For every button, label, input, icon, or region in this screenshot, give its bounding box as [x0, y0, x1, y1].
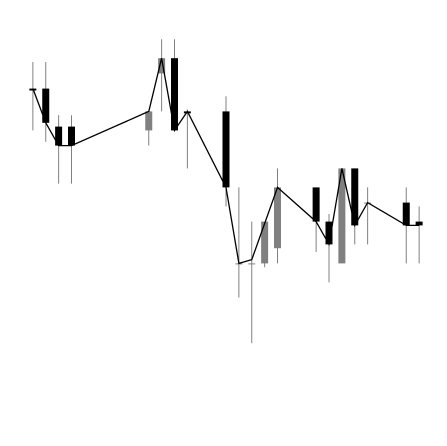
candle-body-4 [145, 111, 153, 131]
candle-body-3 [68, 126, 75, 146]
candle-body-1 [42, 88, 50, 123]
candle-body-16 [351, 168, 359, 226]
trend-line [32, 58, 420, 265]
candle-body-8 [222, 111, 230, 188]
candle-body-6 [171, 58, 178, 131]
candle-body-19 [415, 221, 423, 226]
candle-body-14 [325, 221, 333, 245]
candle-body-12 [274, 187, 281, 249]
candle-body-2 [55, 126, 63, 146]
candle-body-11 [261, 221, 269, 264]
candle-body-5 [158, 58, 166, 74]
candle-body-13 [312, 187, 320, 222]
trend-line-layer [32, 58, 420, 265]
candle-body-15 [338, 168, 346, 264]
candle-body-10 [248, 263, 256, 265]
candle-body-18 [402, 202, 410, 226]
candle-body-layer [29, 58, 423, 265]
